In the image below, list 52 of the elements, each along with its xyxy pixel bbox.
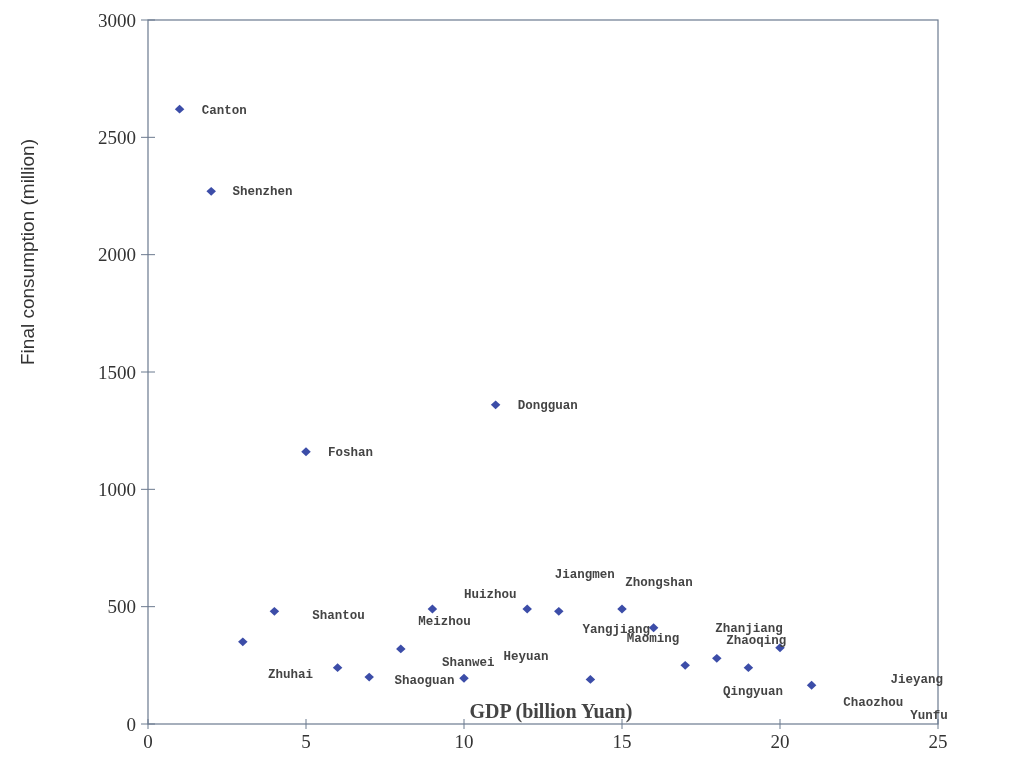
point <box>332 663 343 673</box>
y-tick-label: 1500 <box>98 361 136 383</box>
annotation: Yunfu <box>910 708 948 723</box>
y-tick-label: 3000 <box>98 9 136 31</box>
y-tick-label: 500 <box>107 596 136 618</box>
annotation: Canton <box>201 103 247 118</box>
annotation: Chaozhou <box>843 695 904 710</box>
point <box>680 660 690 670</box>
x-tick-label: 10 <box>454 731 474 752</box>
annotation: Shanwei <box>441 656 495 671</box>
y-tick-label: 2000 <box>98 244 136 266</box>
x-axis-title: GDP (billion Yuan) <box>469 700 633 723</box>
annotation: Jieyang <box>890 672 944 687</box>
annotation: Qingyuan <box>723 685 784 700</box>
point <box>522 604 532 614</box>
annotation: Meizhou <box>418 614 471 629</box>
point <box>459 673 469 683</box>
x-tick-label: 20 <box>770 731 790 752</box>
y-tick-label: 2500 <box>98 126 136 148</box>
annotation: Shaoguan <box>394 674 455 689</box>
x-tick-label: 25 <box>928 731 948 752</box>
annotation: Zhanjiang <box>715 621 783 636</box>
annotation: Zhuhai <box>268 667 314 682</box>
annotation: Huizhou <box>464 588 517 603</box>
point <box>174 104 185 114</box>
point <box>206 186 216 196</box>
point <box>364 672 374 682</box>
y-tick-label: 1000 <box>98 478 136 500</box>
x-tick-label: 5 <box>301 731 311 752</box>
y-axis-title: Final consumption (million) <box>17 139 38 365</box>
y-tick-label: 0 <box>126 713 136 735</box>
point <box>396 644 406 654</box>
point <box>585 675 596 684</box>
point <box>238 637 248 647</box>
annotation: Shenzhen <box>232 185 293 200</box>
x-tick-label: 15 <box>612 731 632 752</box>
annotation: Jiangmen <box>554 568 615 583</box>
point <box>554 606 564 616</box>
point <box>806 680 817 690</box>
annotation: Heyuan <box>503 650 549 665</box>
point <box>427 604 438 614</box>
annotation: Dongguan <box>517 399 578 414</box>
point <box>743 663 754 673</box>
annotation: Zhongshan <box>625 576 693 591</box>
x-tick-label: 0 <box>143 731 153 752</box>
point <box>617 604 627 614</box>
annotation: Shantou <box>312 609 365 624</box>
point <box>269 606 280 616</box>
point <box>712 653 722 663</box>
point <box>490 400 501 410</box>
annotation: Foshan <box>328 445 374 460</box>
point <box>301 447 311 457</box>
